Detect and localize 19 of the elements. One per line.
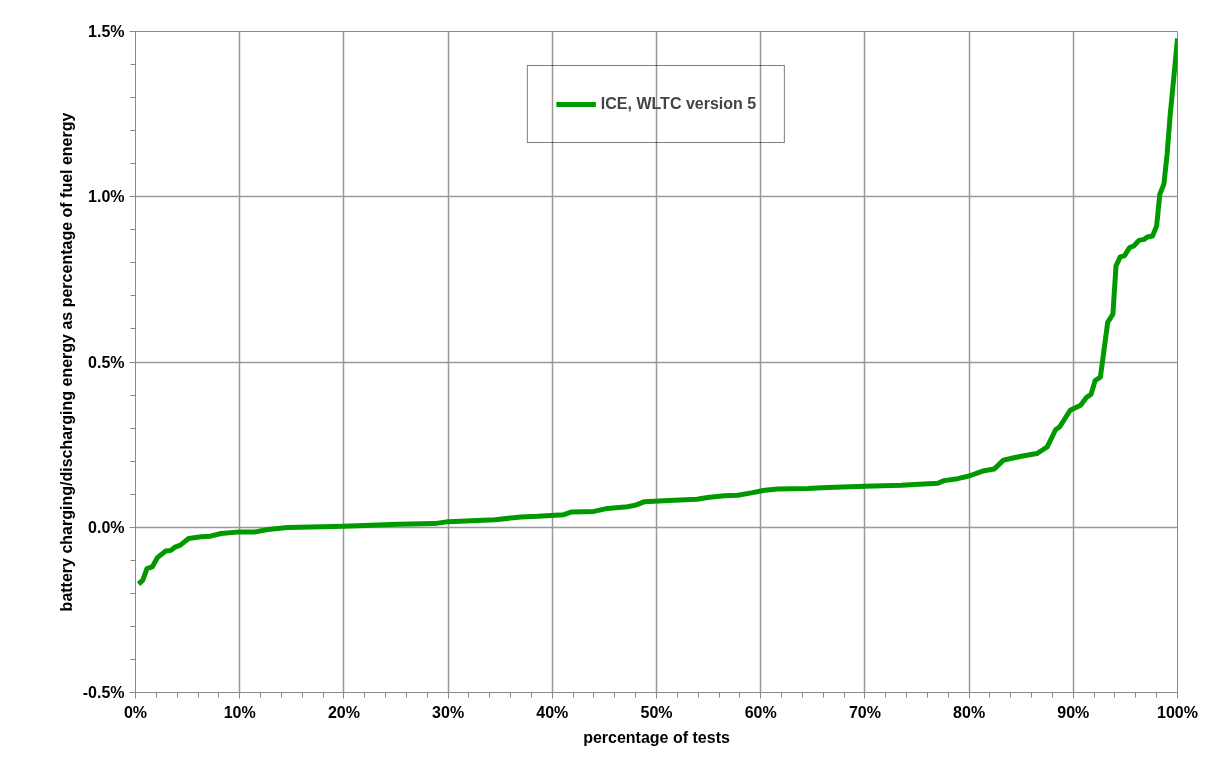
y-tick-label: 0.0% [88, 518, 125, 536]
y-axis-title: battery charging/discharging energy as percentage of fuel energy [57, 112, 75, 612]
x-tick-label: 20% [327, 703, 360, 721]
y-tick-label: 1.5% [88, 23, 125, 40]
x-tick-label: 30% [432, 703, 465, 721]
x-tick-label: 10% [223, 703, 256, 721]
y-tick-label: 1.0% [88, 188, 125, 206]
x-tick-label: 60% [744, 703, 777, 721]
legend-label: ICE, WLTC version 5 [600, 95, 757, 113]
x-axis-title: percentage of tests [583, 728, 730, 746]
x-tick-label: 40% [536, 703, 569, 721]
x-tick-label: 0% [123, 703, 148, 721]
x-tick-label: 70% [848, 703, 881, 721]
x-tick-label: 50% [640, 703, 673, 721]
x-tick-label: 90% [1057, 703, 1090, 721]
x-tick-label: 80% [953, 703, 986, 721]
y-tick-label: 0.5% [88, 353, 125, 371]
y-tick-label: -0.5% [82, 684, 125, 701]
x-tick-label: 100% [1157, 703, 1198, 721]
